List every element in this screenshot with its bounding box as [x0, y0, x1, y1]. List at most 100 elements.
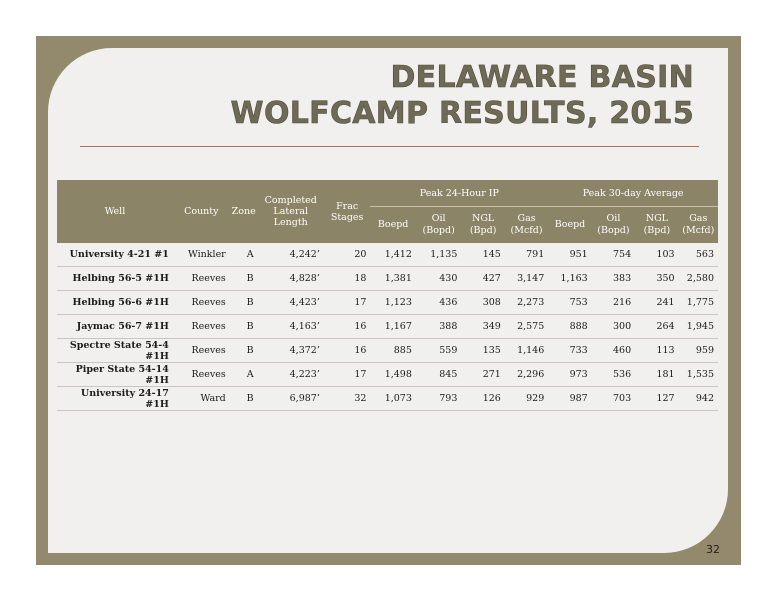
header-ip-boepd: Boepd — [370, 206, 416, 243]
header-ip-gas: Gas (Mcfd) — [504, 206, 549, 243]
cell-county: Reeves — [172, 338, 230, 363]
cell-ip-oil: 388 — [415, 314, 462, 339]
cell-ip-oil: 1,135 — [415, 243, 462, 267]
header-ip-oil: Oil (Bopd) — [415, 206, 462, 243]
cell-ip-gas: 3,147 — [504, 266, 549, 291]
cell-avg-gas: 959 — [678, 338, 718, 363]
header-zone: Zone — [229, 180, 258, 243]
cell-ip-gas: 2,296 — [504, 362, 549, 387]
cell-ip-gas: 791 — [504, 243, 549, 267]
cell-lateral-length: 4,828’ — [257, 266, 324, 291]
header-avg-boepd: Boepd — [548, 206, 592, 243]
cell-zone: B — [229, 338, 258, 363]
page-number: 32 — [706, 543, 720, 556]
title-line-1: DELAWARE BASIN — [390, 60, 694, 96]
cell-ip-boepd: 1,073 — [370, 386, 416, 411]
cell-ip-boepd: 1,381 — [370, 266, 416, 291]
cell-county: Winkler — [172, 243, 230, 267]
cell-frac-stages: 16 — [323, 338, 371, 363]
results-table-body: University 4-21 #1 Winkler A 4,242’ 20 1,412 1… — [57, 243, 718, 411]
cell-ip-gas: 929 — [504, 386, 549, 411]
table-row: Helbing 56-6 #1H Reeves B 4,423’ 17 1,123 436 3… — [57, 290, 718, 315]
cell-lateral-length: 4,242’ — [257, 243, 324, 267]
cell-county: Reeves — [172, 266, 230, 291]
title-divider — [80, 146, 699, 147]
cell-well: Jaymac 56-7 #1H — [57, 314, 173, 339]
cell-ip-ngl: 145 — [461, 243, 505, 267]
cell-lateral-length: 6,987’ — [257, 386, 324, 411]
header-ip-ngl: NGL (Bpd) — [461, 206, 505, 243]
cell-frac-stages: 17 — [323, 290, 371, 315]
cell-well: Piper State 54-14 #1H — [57, 362, 173, 387]
header-avg-oil: Oil (Bopd) — [591, 206, 636, 243]
cell-ip-oil: 845 — [415, 362, 462, 387]
cell-avg-gas: 563 — [678, 243, 718, 267]
cell-ip-boepd: 885 — [370, 338, 416, 363]
table-row: Jaymac 56-7 #1H Reeves B 4,163’ 16 1,167 388 34… — [57, 314, 718, 339]
cell-avg-ngl: 241 — [635, 290, 679, 315]
header-peak-24-hour-ip: Peak 24-Hour IP — [370, 180, 549, 207]
title-line-2: WOLFCAMP RESULTS, 2015 — [230, 96, 694, 132]
cell-avg-gas: 1,945 — [678, 314, 718, 339]
cell-avg-oil: 383 — [591, 266, 636, 291]
cell-avg-oil: 754 — [591, 243, 636, 267]
cell-lateral-length: 4,423’ — [257, 290, 324, 315]
table-row: Spectre State 54-4 #1H Reeves B 4,372’ 16 885… — [57, 338, 718, 363]
cell-well: Helbing 56-6 #1H — [57, 290, 173, 315]
cell-lateral-length: 4,223’ — [257, 362, 324, 387]
cell-zone: B — [229, 386, 258, 411]
cell-ip-ngl: 135 — [461, 338, 505, 363]
header-well: Well — [57, 180, 173, 243]
cell-avg-boepd: 733 — [548, 338, 592, 363]
cell-avg-ngl: 264 — [635, 314, 679, 339]
cell-ip-ngl: 126 — [461, 386, 505, 411]
cell-ip-ngl: 427 — [461, 266, 505, 291]
header-frac-stages: Frac Stages — [323, 180, 371, 243]
cell-avg-oil: 300 — [591, 314, 636, 339]
cell-avg-gas: 1,535 — [678, 362, 718, 387]
cell-ip-oil: 430 — [415, 266, 462, 291]
cell-well: University 4-21 #1 — [57, 243, 173, 267]
cell-avg-boepd: 973 — [548, 362, 592, 387]
cell-avg-gas: 1,775 — [678, 290, 718, 315]
cell-avg-boepd: 753 — [548, 290, 592, 315]
header-peak-30-day-average: Peak 30-day Average — [548, 180, 718, 207]
cell-frac-stages: 17 — [323, 362, 371, 387]
cell-frac-stages: 20 — [323, 243, 371, 267]
cell-avg-boepd: 987 — [548, 386, 592, 411]
cell-ip-oil: 559 — [415, 338, 462, 363]
header-lateral-length: Completed Lateral Length — [257, 180, 324, 243]
header-county: County — [172, 180, 230, 243]
cell-ip-ngl: 308 — [461, 290, 505, 315]
cell-ip-boepd: 1,167 — [370, 314, 416, 339]
cell-ip-oil: 436 — [415, 290, 462, 315]
cell-ip-boepd: 1,498 — [370, 362, 416, 387]
table-row: University 24-17 #1H Ward B 6,987’ 32 1,073 79… — [57, 386, 718, 411]
cell-avg-boepd: 888 — [548, 314, 592, 339]
cell-ip-ngl: 349 — [461, 314, 505, 339]
table-row: University 4-21 #1 Winkler A 4,242’ 20 1,412 1… — [57, 243, 718, 267]
cell-avg-gas: 942 — [678, 386, 718, 411]
cell-well: Helbing 56-5 #1H — [57, 266, 173, 291]
cell-county: Ward — [172, 386, 230, 411]
cell-lateral-length: 4,372’ — [257, 338, 324, 363]
cell-ip-gas: 2,575 — [504, 314, 549, 339]
cell-avg-ngl: 127 — [635, 386, 679, 411]
cell-county: Reeves — [172, 314, 230, 339]
header-avg-gas: Gas (Mcfd) — [678, 206, 718, 243]
cell-lateral-length: 4,163’ — [257, 314, 324, 339]
cell-county: Reeves — [172, 290, 230, 315]
cell-zone: B — [229, 290, 258, 315]
cell-avg-ngl: 103 — [635, 243, 679, 267]
cell-ip-gas: 1,146 — [504, 338, 549, 363]
cell-county: Reeves — [172, 362, 230, 387]
results-table: Well County Zone Completed Lateral Lengt… — [57, 180, 718, 411]
cell-zone: B — [229, 266, 258, 291]
cell-zone: A — [229, 243, 258, 267]
cell-well: University 24-17 #1H — [57, 386, 173, 411]
cell-avg-oil: 536 — [591, 362, 636, 387]
cell-ip-gas: 2,273 — [504, 290, 549, 315]
cell-ip-ngl: 271 — [461, 362, 505, 387]
cell-avg-gas: 2,580 — [678, 266, 718, 291]
cell-frac-stages: 18 — [323, 266, 371, 291]
